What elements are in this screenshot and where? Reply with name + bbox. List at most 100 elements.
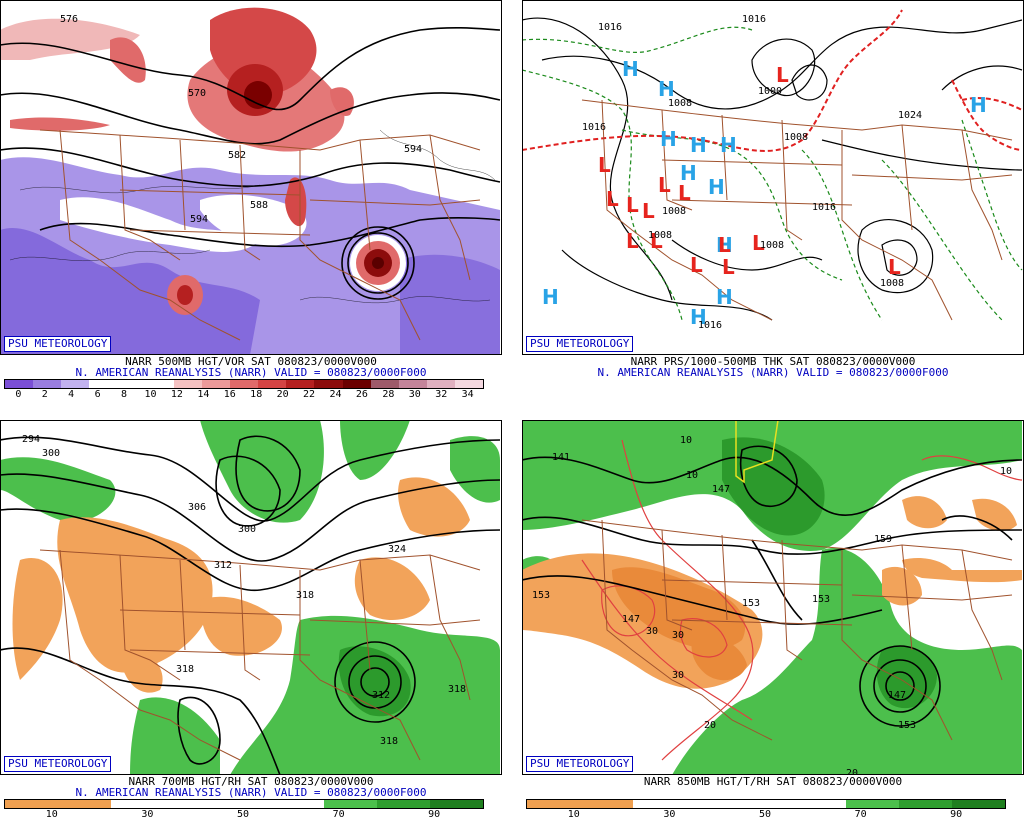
colorbar-swatch xyxy=(5,800,59,808)
panel-title: NARR 700MB HGT/RH SAT 080823/0000V000 xyxy=(128,775,374,788)
colorbar-tick-label: 4 xyxy=(68,389,75,400)
colorbar-swatch xyxy=(89,380,118,388)
contour-label: 147 xyxy=(888,690,906,701)
panel-700mb-rh: 294 300 306 300 312 324 318 318 312 318 … xyxy=(0,420,502,820)
contour-label: 153 xyxy=(532,590,550,601)
isobar-label: 1008 xyxy=(880,278,904,289)
colorbar-tick-label: 50 xyxy=(236,809,250,820)
low-pressure-marker: L xyxy=(658,173,671,197)
colorbar-tick-label: 10 xyxy=(567,809,580,820)
colorbar-swatch xyxy=(792,800,846,808)
colorbar-swatch xyxy=(951,800,1005,808)
low-pressure-marker: L xyxy=(642,199,655,223)
rh-colorbar xyxy=(4,799,484,809)
colorbar-swatch xyxy=(58,800,112,808)
isobar-label: 1016 xyxy=(598,22,622,33)
rh-colorbar xyxy=(526,799,1006,809)
contour-label: 300 xyxy=(238,524,256,535)
contour-label: 147 xyxy=(622,614,640,625)
high-pressure-marker: H xyxy=(716,233,733,257)
temperature-label: 10 xyxy=(686,470,698,481)
contour-label: 312 xyxy=(214,560,232,571)
colorbar-ticks: 10 30 50 70 90 xyxy=(4,809,482,820)
contour-label: 570 xyxy=(188,88,206,99)
isobar-label: 1008 xyxy=(784,132,808,143)
contour-label: 153 xyxy=(898,720,916,731)
colorbar-swatch xyxy=(5,380,34,388)
colorbar-tick-label: 2 xyxy=(41,389,48,400)
colorbar-swatch xyxy=(217,800,271,808)
temperature-label: 30 xyxy=(646,626,658,637)
contour-label: 318 xyxy=(176,664,194,675)
colorbar-swatch xyxy=(426,380,455,388)
contour-label: 153 xyxy=(742,598,760,609)
colorbar-tick-label: 90 xyxy=(950,809,963,820)
high-pressure-marker: H xyxy=(970,93,987,117)
colorbar-tick-label: 24 xyxy=(329,389,342,400)
contour-label: 300 xyxy=(42,448,60,459)
panel-title: NARR PRS/1000-500MB THK SAT 080823/0000V… xyxy=(630,355,916,368)
contour-label: 153 xyxy=(812,594,830,605)
colorbar-tick-label: 18 xyxy=(250,389,263,400)
isobar-label: 1008 xyxy=(668,98,692,109)
colorbar-tick-label: 28 xyxy=(382,389,395,400)
colorbar-swatch xyxy=(258,380,287,388)
colorbar-tick-label: 10 xyxy=(45,809,58,820)
low-pressure-marker: L xyxy=(678,181,691,205)
panel-subtitle: N. AMERICAN REANALYSIS (NARR) VALID = 08… xyxy=(75,366,427,379)
colorbar-swatch xyxy=(398,380,427,388)
psu-meteorology-badge: PSU METEOROLOGY xyxy=(4,336,112,352)
colorbar-swatch xyxy=(145,380,174,388)
contour-label: 594 xyxy=(190,214,208,225)
panel-500mb-vorticity: 570 582 594 594 588 576 PSU METEOROLOGY … xyxy=(0,0,502,400)
high-pressure-marker: H xyxy=(690,305,707,329)
low-pressure-marker: L xyxy=(626,229,639,253)
isobar-label: 1024 xyxy=(898,110,922,121)
colorbar-swatch xyxy=(314,380,343,388)
colorbar-tick-label: 90 xyxy=(428,809,441,820)
panel-subtitle: N. AMERICAN REANALYSIS (NARR) VALID = 08… xyxy=(597,366,949,379)
colorbar-swatch xyxy=(342,380,371,388)
high-pressure-marker: H xyxy=(680,161,697,185)
colorbar-swatch xyxy=(323,800,377,808)
contour-label: 318 xyxy=(296,590,314,601)
contour-label: 588 xyxy=(250,200,268,211)
colorbar-tick-label: 30 xyxy=(663,809,676,820)
isobar-label: 1016 xyxy=(582,122,606,133)
high-pressure-marker: H xyxy=(708,175,725,199)
colorbar-swatch xyxy=(61,380,90,388)
contour-label: 306 xyxy=(188,502,206,513)
map-700mb-rh: 294 300 306 300 312 324 318 318 312 318 … xyxy=(0,420,502,775)
colorbar-tick-label: 16 xyxy=(223,389,236,400)
low-pressure-marker: L xyxy=(722,255,735,279)
panel-title: NARR 850MB HGT/T/RH SAT 080823/0000V000 xyxy=(643,775,903,788)
temperature-label: 30 xyxy=(672,630,684,641)
isobar-label: 1016 xyxy=(812,202,836,213)
contour-label: 318 xyxy=(380,736,398,747)
high-pressure-marker: H xyxy=(720,133,737,157)
colorbar-tick-label: 70 xyxy=(332,809,345,820)
colorbar-swatch xyxy=(455,380,484,388)
colorbar-tick-label: 6 xyxy=(94,389,101,400)
high-pressure-marker: H xyxy=(542,285,559,309)
isobar-label: 1008 xyxy=(648,230,672,241)
colorbar-ticks: 0 2 4 6 8 10 12 14 16 18 20 22 24 26 28 30 32 34 xyxy=(4,389,482,400)
colorbar-tick-label: 32 xyxy=(435,389,448,400)
low-pressure-marker: L xyxy=(776,63,789,87)
colorbar-swatch xyxy=(111,800,165,808)
vorticity-colorbar xyxy=(4,379,484,389)
isobar-label: 1008 xyxy=(662,206,686,217)
temperature-label: 30 xyxy=(672,670,684,681)
temperature-label: 20 xyxy=(846,768,858,775)
colorbar-swatch xyxy=(173,380,202,388)
colorbar-tick-label: 26 xyxy=(355,389,368,400)
colorbar-swatch xyxy=(230,380,259,388)
colorbar-swatch xyxy=(370,380,399,388)
colorbar-swatch xyxy=(898,800,952,808)
colorbar-tick-label: 14 xyxy=(197,389,210,400)
temperature-label: 10 xyxy=(1000,466,1012,477)
contour-label: 318 xyxy=(448,684,466,695)
colorbar-tick-label: 20 xyxy=(276,389,289,400)
low-pressure-marker: L xyxy=(718,233,731,257)
colorbar-tick-label: 10 xyxy=(144,389,157,400)
